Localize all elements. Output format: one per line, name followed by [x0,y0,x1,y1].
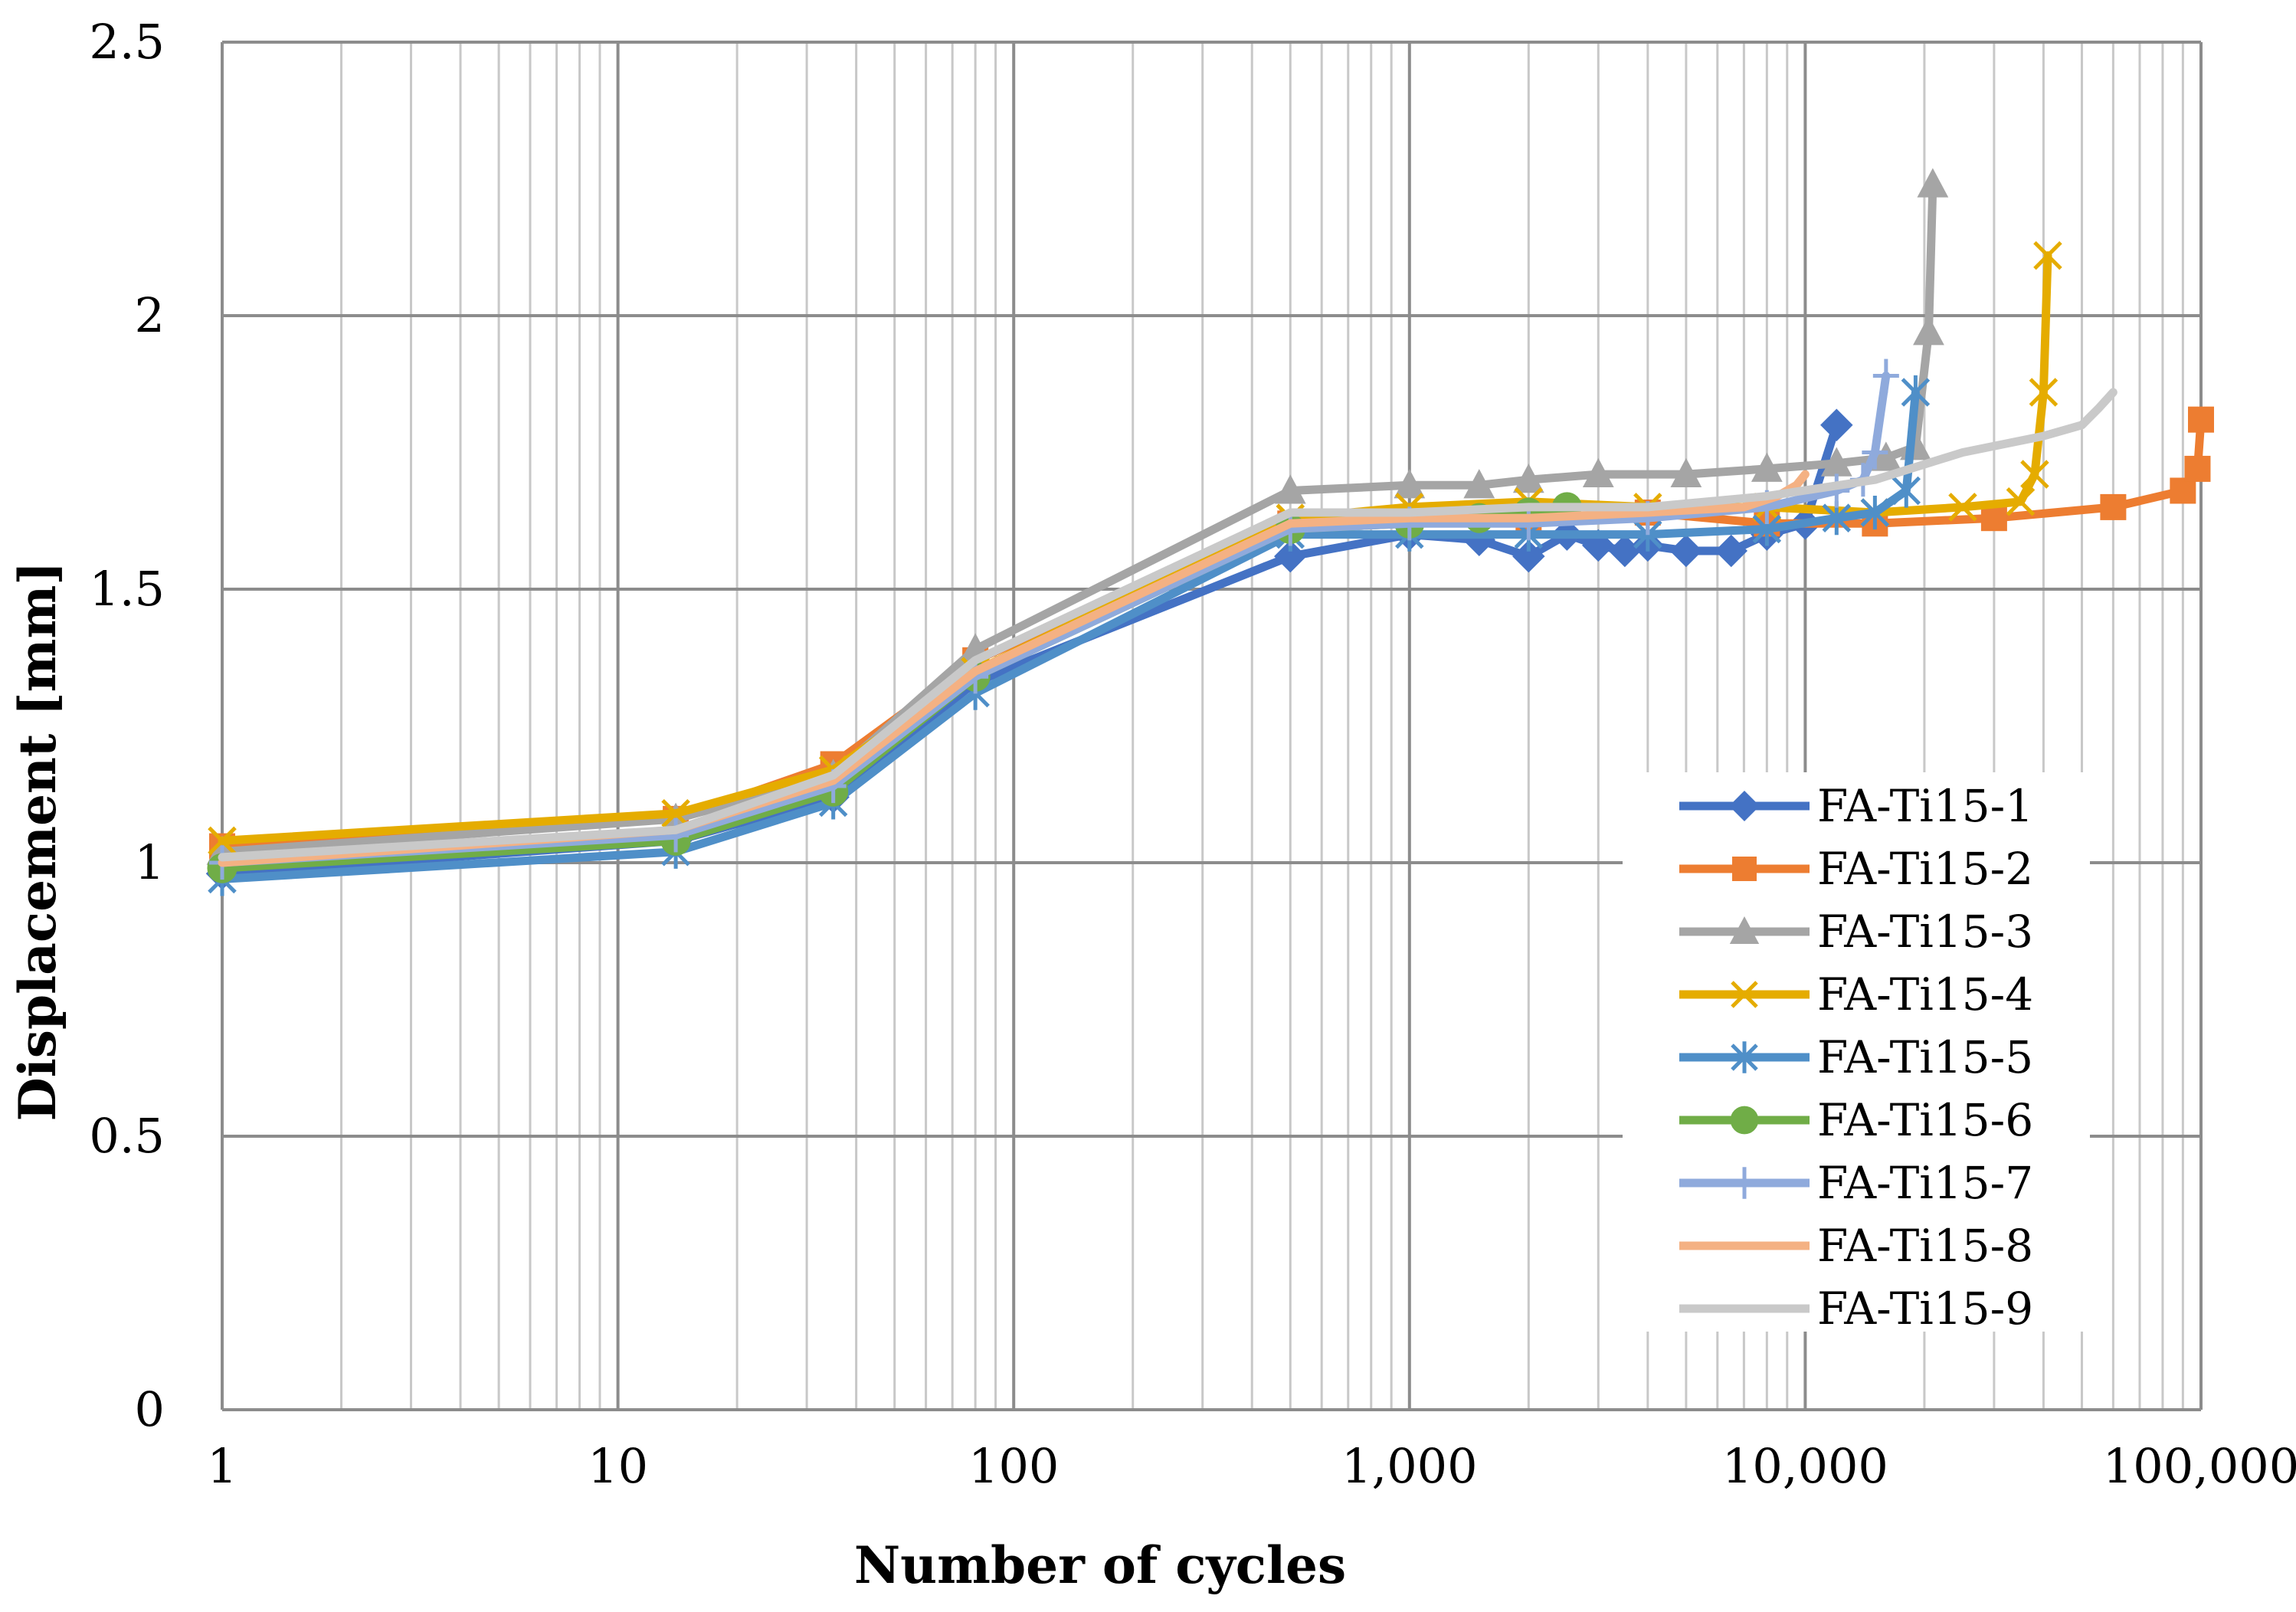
y-tick-labels: 0 0.5 1 1.5 2 2.5 [89,14,165,1437]
data-point [1891,473,1921,508]
legend-item: FA-Ti15-9 [1679,1283,2033,1335]
data-point [1582,457,1614,488]
data-point [2006,487,2036,516]
y-tick-label: 2.5 [89,14,165,70]
x-tick-label: 1 [207,1438,237,1494]
legend-label: FA-Ti15-2 [1817,843,2033,895]
data-point [1901,375,1931,410]
data-point [1732,857,1757,881]
data-point [2100,493,2127,520]
data-point [1669,534,1703,568]
x-tick-label: 1,000 [1341,1438,1478,1494]
legend-label: FA-Ti15-6 [1817,1094,2033,1146]
data-point [1917,168,1949,198]
data-point [1715,534,1748,568]
data-point [1670,457,1702,488]
series-fa-ti15-4 [208,241,2062,856]
legend-label: FA-Ti15-4 [1817,968,2033,1021]
data-point [2033,241,2062,270]
data-point [1274,474,1306,504]
x-axis-title: Number of cycles [854,1535,1346,1595]
data-point [1862,435,1888,470]
x-tick-labels: 1 10 100 1,000 10,000 100,000 [207,1438,2296,1494]
y-axis-title: Displacement [mm] [8,561,67,1121]
legend-label: FA-Ti15-7 [1817,1157,2033,1209]
x-tick-label: 100,000 [2103,1438,2296,1494]
legend-item: FA-Ti15-3 [1679,906,2033,958]
data-point [1730,1106,1759,1135]
data-point [1860,495,1890,530]
series-line [218,251,2052,845]
y-tick-label: 1.5 [89,561,165,617]
x-tick-label: 100 [968,1438,1059,1494]
legend-label: FA-Ti15-1 [1817,780,2033,832]
data-point [1274,539,1307,573]
data-point [1980,505,2007,532]
series-line [218,180,1937,857]
data-point [663,818,689,853]
x-tick-label: 10,000 [1722,1438,1888,1494]
legend-label: FA-Ti15-8 [1817,1220,2033,1272]
data-point [1872,359,1899,393]
legend-label: FA-Ti15-3 [1817,906,2033,958]
legend-label: FA-Ti15-9 [1817,1283,2033,1335]
data-point [1731,1041,1758,1073]
data-point [2020,460,2049,489]
legend-item: FA-Ti15-8 [1679,1220,2033,1272]
data-point [1732,1167,1757,1199]
data-point [2170,477,2196,504]
series-fa-ti15-9 [218,388,2117,862]
data-point [1731,981,1758,1008]
legend-item: FA-Ti15-2 [1679,843,2033,895]
y-tick-label: 1 [135,834,165,890]
x-tick-label: 10 [588,1438,648,1494]
legend-item: FA-Ti15-4 [1679,968,2033,1021]
data-point [1463,469,1495,499]
legend-label: FA-Ti15-5 [1817,1031,2033,1083]
y-tick-label: 2 [135,287,165,343]
legend-item: FA-Ti15-7 [1679,1157,2033,1209]
data-point [1913,316,1944,346]
legend: FA-Ti15-1 FA-Ti15-2 FA-Ti15-3 FA-Ti15-4 FA-T… [1623,772,2090,1335]
series-layer [205,168,2214,896]
data-point [1515,506,1542,541]
data-point [1729,791,1760,821]
data-point [208,826,237,856]
data-point [2029,378,2059,407]
data-point [1394,469,1426,499]
data-point [1870,441,1902,471]
data-point [1729,916,1760,944]
legend-item: FA-Ti15-1 [1679,780,2033,832]
series-line [218,388,2117,862]
legend-item: FA-Ti15-5 [1679,1031,2033,1083]
data-point [1608,534,1642,568]
data-point [1948,493,1977,522]
data-point [1820,447,1852,477]
data-point [661,798,690,828]
data-point [1512,463,1544,493]
y-tick-label: 0.5 [89,1108,165,1164]
y-tick-label: 0 [135,1381,165,1437]
data-point [2184,455,2211,482]
data-point [1820,408,1853,442]
data-point [1751,452,1783,482]
legend-item: FA-Ti15-6 [1679,1094,2033,1146]
data-point [1512,539,1545,573]
data-point [2188,406,2214,433]
